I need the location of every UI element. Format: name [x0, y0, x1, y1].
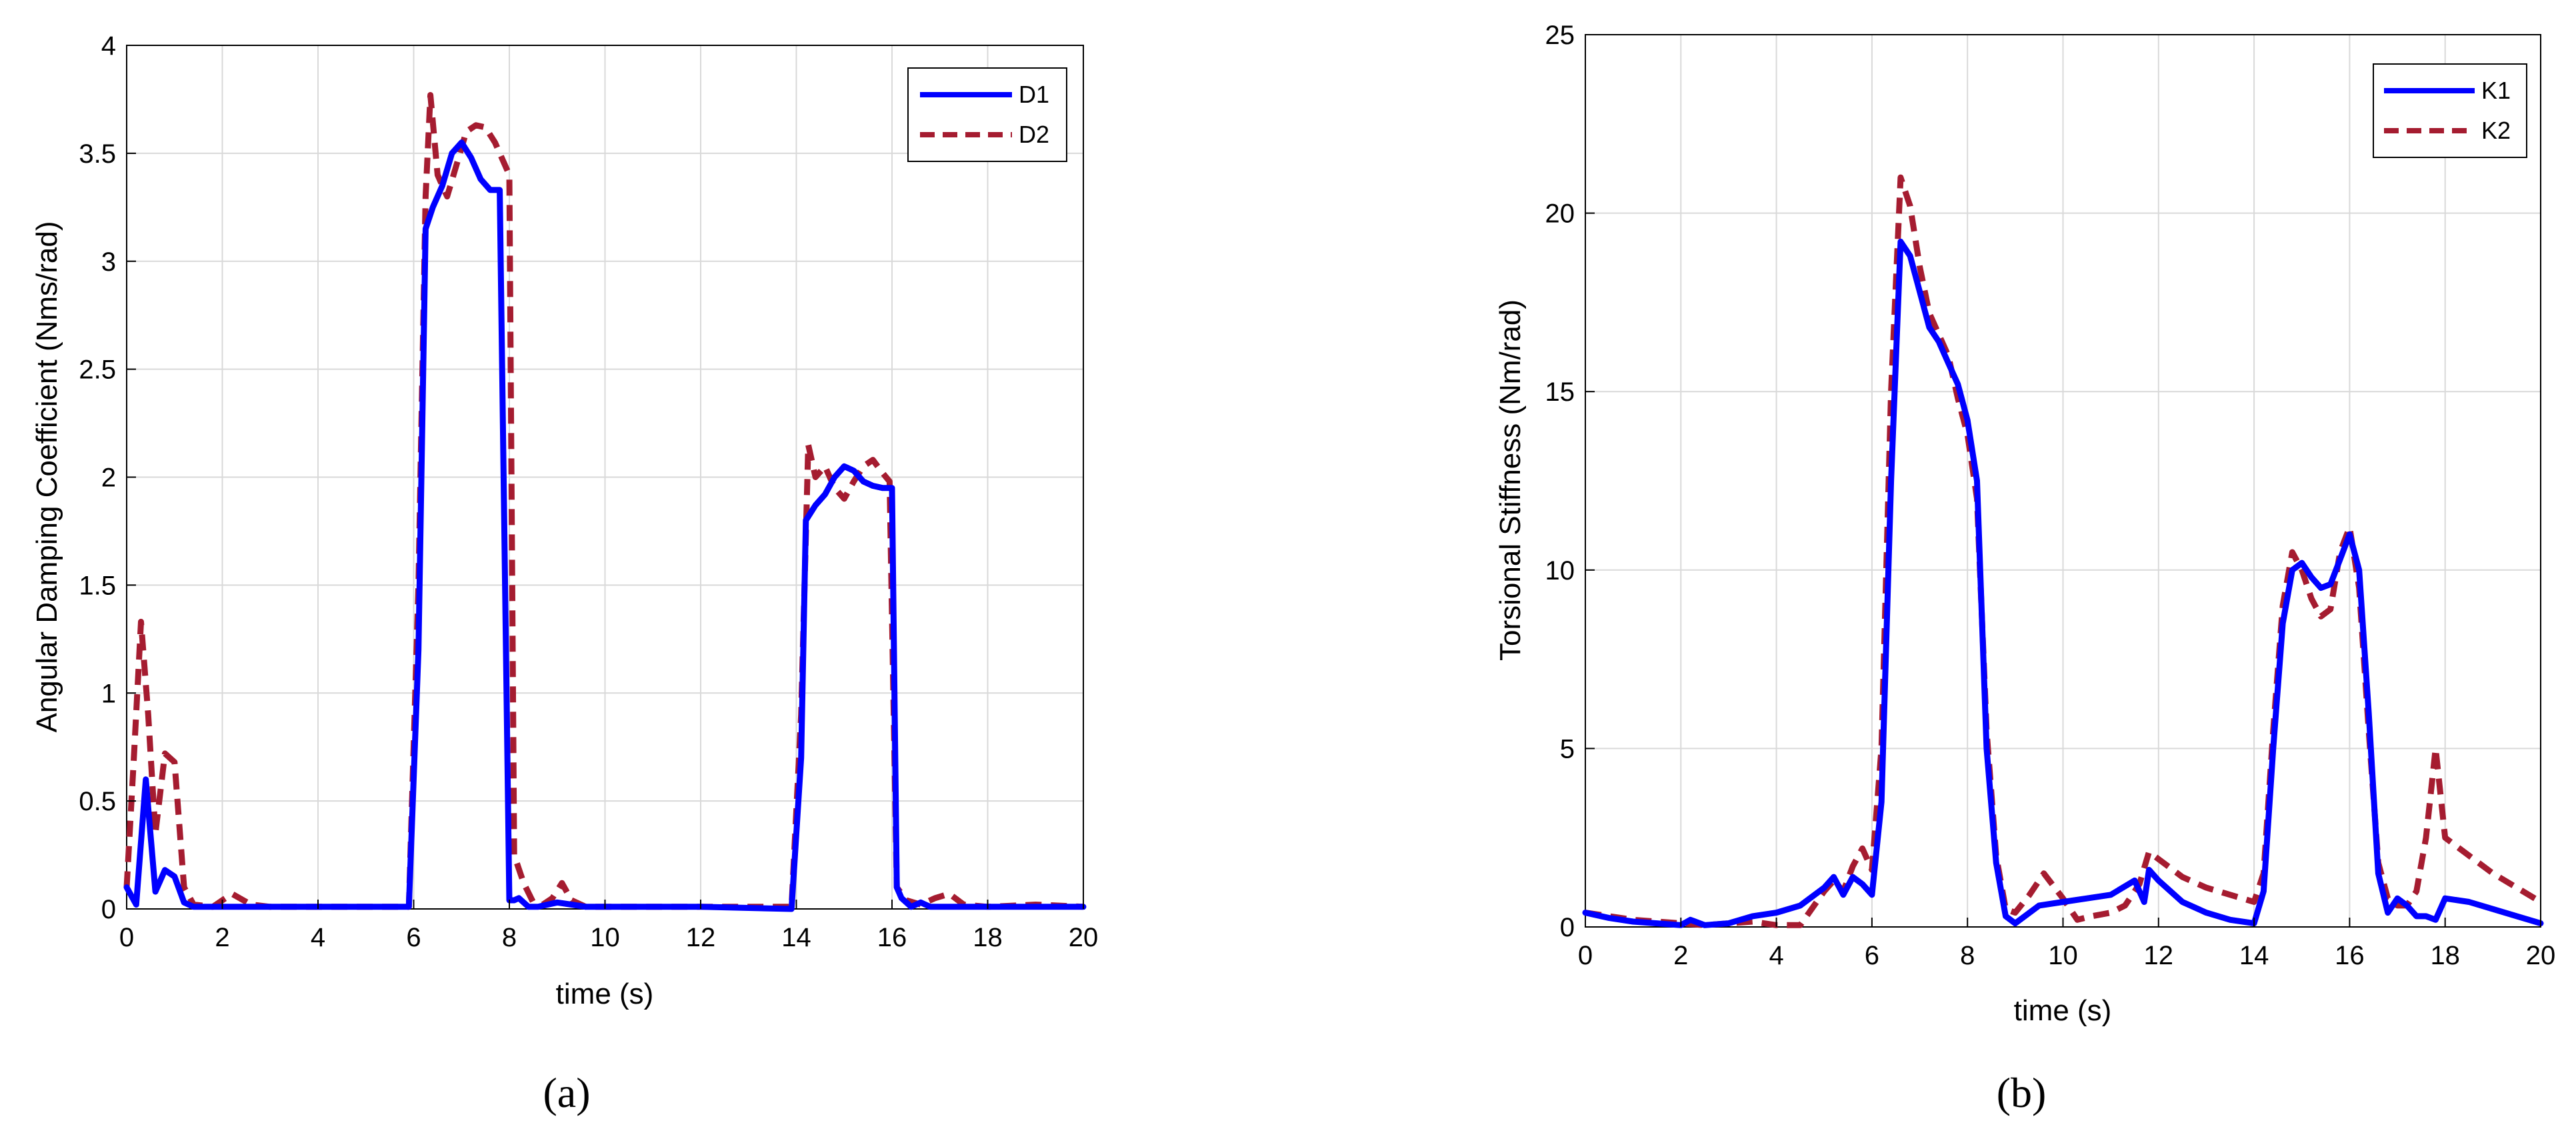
panel-a-x-tick-label: 10 — [590, 923, 620, 952]
panel-b-x-axis-label: time (s) — [2014, 994, 2112, 1027]
panel-b-series-k1-line — [1582, 238, 2544, 928]
panel-a-x-tick-label: 12 — [686, 923, 716, 952]
panel-b-x-tick-label: 8 — [1960, 941, 1975, 970]
panel-b-x-tick-label: 16 — [2335, 941, 2365, 970]
panel-b-y-tick-label: 15 — [1545, 377, 1575, 407]
panel-a-x-tick-label: 20 — [1069, 923, 1099, 952]
panel-a-y-tick-label: 3 — [101, 247, 116, 277]
panel-a-ticks: 0 2 4 6 8 10 12 14 16 18 20 0 0.5 1 1.5 2 2.5 3 3.5 4 — [79, 31, 1098, 952]
panel-a-y-tick-label: 2.5 — [79, 355, 116, 385]
panel-b-y-tick-label: 25 — [1545, 21, 1575, 50]
panel-b-x-tick-label: 10 — [2048, 941, 2078, 970]
panel-a-x-tick-label: 6 — [406, 923, 421, 952]
panel-b-ticks: 0 2 4 6 8 10 12 14 16 18 20 0 5 10 15 20 25 — [1545, 21, 2556, 970]
panel-b-y-tick-label: 10 — [1545, 556, 1575, 586]
panel-b-y-tick-label: 0 — [1560, 913, 1575, 942]
panel-a-y-tick-label: 3.5 — [79, 139, 116, 169]
panel-b-series — [1582, 174, 2544, 928]
panel-a-legend-box — [907, 67, 1067, 162]
panel-b-x-tick-label: 4 — [1769, 941, 1783, 970]
panel-b-y-axis-label: Torsional Stiffness (Nm/rad) — [1494, 299, 1527, 661]
panel-a-y-tick-label: 1.5 — [79, 571, 116, 600]
panel-b-y-tick-label: 5 — [1560, 734, 1575, 764]
panel-b-x-tick-label: 18 — [2430, 941, 2460, 970]
panel-b-legend-label-k1: K1 — [2481, 77, 2511, 104]
panel-a-x-tick-label: 18 — [973, 923, 1003, 952]
panel-b-x-tick-label: 0 — [1578, 941, 1593, 970]
panel-b-legend-box — [2373, 63, 2527, 158]
panel-a-x-tick-label: 0 — [119, 923, 134, 952]
panel-a-series-d2-line — [123, 92, 1084, 910]
panel-b-x-tick-label: 20 — [2526, 941, 2556, 970]
panel-a-legend-label-d2: D2 — [1019, 121, 1049, 148]
panel-a-x-tick-label: 14 — [781, 923, 811, 952]
panel-a-y-tick-label: 2 — [101, 463, 116, 493]
panel-a-x-axis-label: time (s) — [556, 978, 654, 1010]
panel-b-y-tick-label: 20 — [1545, 199, 1575, 229]
panel-a-chart: 0 2 4 6 8 10 12 14 16 18 20 0 0.5 1 1.5 2 2.5 3 3.5 4 time … — [31, 31, 1098, 1116]
panel-a-x-tick-label: 16 — [877, 923, 907, 952]
panel-b-x-tick-label: 14 — [2239, 941, 2269, 970]
panel-a-legend-label-d1: D1 — [1019, 81, 1049, 108]
panel-a-y-tick-label: 0 — [101, 895, 116, 924]
panel-a-x-tick-label: 2 — [215, 923, 229, 952]
panel-a-series — [123, 92, 1087, 912]
panel-a-y-axis-label: Angular Damping Coefficient (Nms/rad) — [31, 221, 63, 732]
panel-a-legend: D1 D2 — [907, 67, 1067, 162]
panel-a-x-tick-label: 8 — [502, 923, 517, 952]
panel-b-x-tick-label: 6 — [1865, 941, 1879, 970]
panel-a-y-tick-label: 4 — [101, 31, 116, 61]
panel-b-chart: 0 2 4 6 8 10 12 14 16 18 20 0 5 10 15 20 25 time (s) Tor… — [1494, 21, 2555, 1116]
panel-b-caption: (b) — [1997, 1069, 2047, 1116]
panel-a-series-d1-line — [123, 139, 1087, 912]
panel-a-y-tick-label: 1 — [101, 679, 116, 708]
panel-b-x-tick-label: 12 — [2144, 941, 2174, 970]
panel-a-x-tick-label: 4 — [311, 923, 325, 952]
panel-b-x-tick-label: 2 — [1673, 941, 1688, 970]
panel-a-y-tick-label: 0.5 — [79, 787, 116, 816]
panel-b-legend-label-k2: K2 — [2481, 117, 2511, 144]
panel-a-caption: (a) — [543, 1069, 590, 1116]
panel-b-legend: K1 K2 — [2373, 63, 2527, 158]
